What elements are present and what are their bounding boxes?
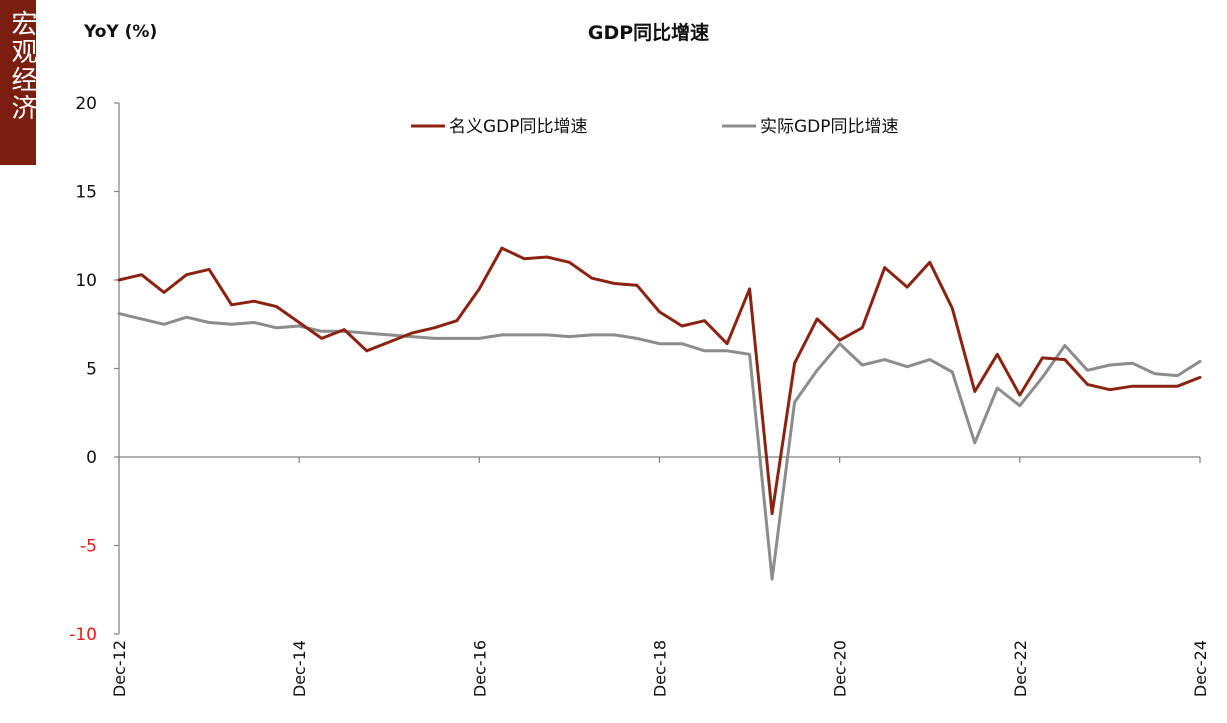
y-tick-label: 15 (75, 183, 97, 203)
legend-real-label: 实际GDP同比增速 (760, 117, 899, 137)
section-tab-label: 宏观经济 (7, 10, 37, 122)
x-tick-label: Dec-12 (110, 640, 129, 697)
x-tick-label: Dec-22 (1011, 640, 1030, 697)
section-tab: 宏观经济 (0, 0, 37, 165)
y-tick-label: 0 (86, 448, 97, 468)
x-tick-label: Dec-24 (1191, 640, 1210, 697)
y-tick-label: 10 (75, 271, 97, 291)
x-tick-label: Dec-20 (831, 640, 850, 697)
y-tick-label: 20 (75, 94, 97, 114)
legend-nominal-label: 名义GDP同比增速 (449, 117, 588, 137)
x-tick-label: Dec-16 (470, 640, 489, 697)
x-tick-label: Dec-18 (651, 640, 670, 697)
chart-title: GDP同比增速 (587, 22, 710, 44)
y-tick-label: -10 (69, 625, 97, 645)
real-gdp-line (117, 312, 1202, 581)
y-tick-label: -5 (80, 537, 97, 557)
y-tick-label: 5 (86, 360, 97, 380)
y-axis-label: YoY (%) (84, 22, 158, 42)
nominal-gdp-line (117, 246, 1202, 516)
x-tick-label: Dec-14 (290, 640, 309, 697)
